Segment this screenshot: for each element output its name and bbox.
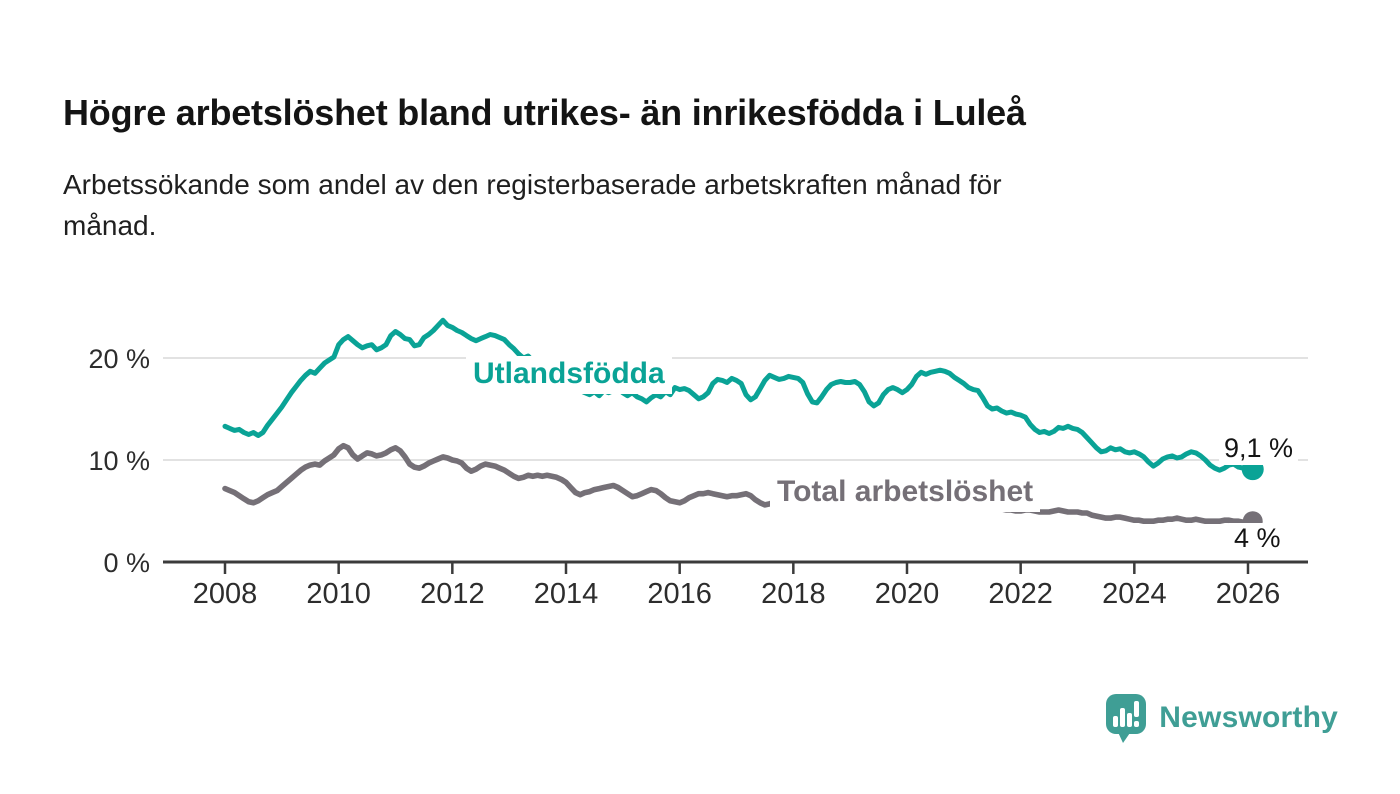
- brand-footer: Newsworthy: [1104, 692, 1338, 744]
- svg-text:20 %: 20 %: [88, 344, 150, 374]
- chart-subtitle: Arbetssökande som andel av den registerb…: [63, 164, 1313, 246]
- end-value-label-total: 4 %: [1229, 523, 1286, 555]
- series-label-total-arbetsloshet: Total arbetslöshet: [770, 474, 1041, 512]
- svg-text:2008: 2008: [193, 578, 258, 610]
- subtitle-line-2: månad.: [63, 210, 157, 241]
- end-value-label-utlandsfodda: 9,1 %: [1219, 433, 1299, 465]
- svg-text:10 %: 10 %: [88, 446, 150, 476]
- svg-text:2026: 2026: [1216, 578, 1281, 610]
- svg-text:0 %: 0 %: [103, 548, 150, 578]
- subtitle-line-1: Arbetssökande som andel av den registerb…: [63, 169, 1002, 200]
- brand-name: Newsworthy: [1159, 701, 1338, 734]
- svg-text:2022: 2022: [988, 578, 1053, 610]
- svg-text:2018: 2018: [761, 578, 826, 610]
- svg-text:2020: 2020: [875, 578, 940, 610]
- svg-text:2012: 2012: [420, 578, 485, 610]
- series-label-utlandsfodda: Utlandsfödda: [466, 356, 672, 394]
- bar-chart-speech-bubble-icon: [1106, 694, 1147, 743]
- svg-text:2024: 2024: [1102, 578, 1167, 610]
- svg-text:2014: 2014: [534, 578, 599, 610]
- svg-text:2016: 2016: [647, 578, 712, 610]
- page-title: Högre arbetslöshet bland utrikes- än inr…: [63, 92, 1026, 134]
- svg-text:2010: 2010: [306, 578, 371, 610]
